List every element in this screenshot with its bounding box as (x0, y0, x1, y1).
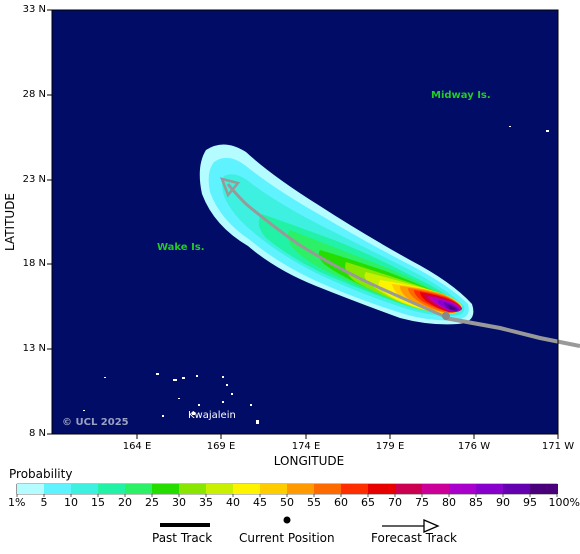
lon-tick-label: 169 E (206, 441, 236, 452)
lon-tick-label: 176 W (457, 441, 491, 452)
colorbar-cell (260, 484, 288, 494)
colorbar-tick-label: 75 (415, 496, 429, 509)
colorbar-cell (17, 484, 45, 494)
colorbar-cell (71, 484, 99, 494)
colorbar-tick-label: 25 (145, 496, 159, 509)
past-track-line (444, 316, 580, 348)
colorbar-cell (314, 484, 342, 494)
lon-tick-label: 179 E (375, 441, 405, 452)
colorbar-tick-label: 10 (64, 496, 78, 509)
legend-past-track-label: Past Track (152, 531, 213, 545)
lon-tick-label: 171 W (541, 441, 575, 452)
colorbar-tick-label: 90 (496, 496, 510, 509)
probability-swath (83, 126, 549, 424)
lat-tick-label: 13 N (22, 343, 46, 354)
colorbar-cell (179, 484, 207, 494)
lat-tick-label: 18 N (22, 258, 46, 269)
lat-tick-label: 33 N (22, 4, 46, 15)
legend-current-position-dot (283, 516, 291, 524)
colorbar-tick-label: 60 (334, 496, 348, 509)
colorbar-tick-label: 1% (8, 496, 26, 509)
colorbar-tick-label: 5 (40, 496, 48, 509)
colorbar-cell (449, 484, 477, 494)
lat-tick-label: 8 N (28, 428, 46, 439)
colorbar-tick-label: 45 (253, 496, 267, 509)
axis-ticks (47, 9, 559, 439)
midway-label: Midway Is. (431, 90, 491, 101)
plot-frame (51, 9, 559, 435)
legend-forecast-track-arrow (382, 519, 440, 533)
colorbar-cell (341, 484, 369, 494)
colorbar-tick-label: 15 (91, 496, 105, 509)
colorbar-tick-label: 30 (172, 496, 186, 509)
colorbar-tick-label: 35 (199, 496, 213, 509)
colorbar-tick-label: 100% (548, 496, 580, 509)
colorbar-cell (422, 484, 450, 494)
colorbar-cell (206, 484, 234, 494)
current-position-marker (442, 312, 450, 320)
lon-tick-label: 164 E (122, 441, 152, 452)
lat-tick-label: 23 N (22, 174, 46, 185)
colorbar-cell (503, 484, 531, 494)
colorbar-tick-label: 40 (226, 496, 240, 509)
colorbar-cell (530, 484, 558, 494)
forecast-track-line (226, 183, 447, 319)
colorbar-tick-label: 50 (280, 496, 294, 509)
colorbar-cell (476, 484, 504, 494)
lon-tick-label: 174 E (291, 441, 321, 452)
forecast-track-arrowhead (219, 177, 241, 198)
legend-current-position-label: Current Position (239, 531, 335, 545)
probability-title: Probability (9, 467, 73, 481)
colorbar-tick-label: 85 (469, 496, 483, 509)
colorbar-cell (368, 484, 396, 494)
colorbar-tick-label: 80 (442, 496, 456, 509)
colorbar-tick-label: 20 (118, 496, 132, 509)
x-axis-title: LONGITUDE (273, 454, 345, 468)
colorbar-cell (44, 484, 72, 494)
colorbar-cell (98, 484, 126, 494)
y-axis-title: LATITUDE (3, 192, 17, 252)
colorbar-cell (125, 484, 153, 494)
colorbar-tick-label: 95 (523, 496, 537, 509)
colorbar-cell (395, 484, 423, 494)
copyright-watermark: © UCL 2025 (62, 417, 129, 428)
colorbar-tick-label: 55 (307, 496, 321, 509)
colorbar-cell (287, 484, 315, 494)
wake-label: Wake Is. (157, 242, 205, 253)
colorbar-tick-label: 70 (388, 496, 402, 509)
colorbar-cell (152, 484, 180, 494)
legend-forecast-track-label: Forecast Track (371, 531, 457, 545)
kwajalein-label: Kwajalein (188, 410, 236, 421)
colorbar-cell (233, 484, 261, 494)
colorbar-tick-label: 65 (361, 496, 375, 509)
lat-tick-label: 28 N (22, 89, 46, 100)
